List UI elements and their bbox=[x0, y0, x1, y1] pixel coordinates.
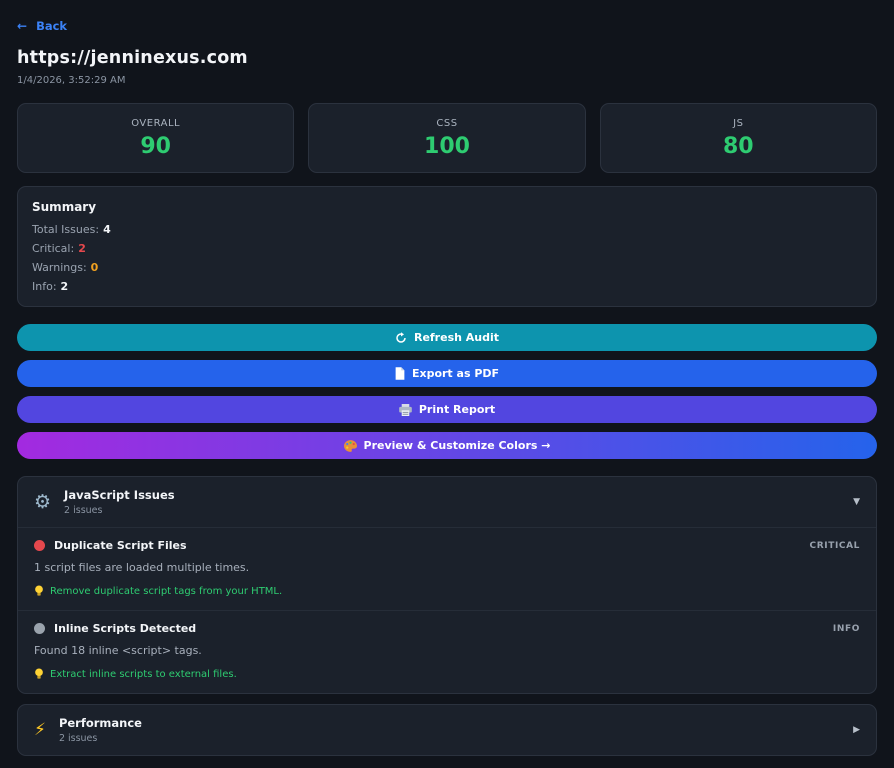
gear-icon: ⚙ bbox=[34, 490, 52, 513]
score-cards: OVERALL 90 CSS 100 JS 80 bbox=[17, 103, 877, 173]
score-value: 80 bbox=[723, 133, 754, 159]
issue-suggestion-text: Remove duplicate script tags from your H… bbox=[50, 585, 283, 597]
issue-title: Inline Scripts Detected bbox=[54, 622, 197, 635]
issue-description: Found 18 inline <script> tags. bbox=[34, 644, 202, 657]
preview-customize-colors-button[interactable]: Preview & Customize Colors → bbox=[17, 432, 877, 459]
summary-value: 0 bbox=[90, 261, 99, 274]
summary-card: Summary Total Issues: 4 Critical: 2 Warnin… bbox=[17, 186, 877, 307]
score-label: JS bbox=[733, 117, 744, 129]
section-title: Performance bbox=[58, 716, 142, 730]
lightning-icon: ⚡ bbox=[34, 719, 46, 740]
summary-value: 4 bbox=[103, 223, 111, 236]
preview-customize-colors-label: Preview & Customize Colors → bbox=[363, 439, 551, 452]
section-title: JavaScript Issues bbox=[64, 488, 175, 502]
audit-timestamp: 1/4/2026, 3:52:29 AM bbox=[17, 75, 126, 86]
summary-label: Critical: bbox=[32, 242, 75, 255]
score-value: 100 bbox=[424, 133, 470, 159]
summary-value: 2 bbox=[78, 242, 86, 255]
score-label: CSS bbox=[436, 117, 458, 129]
printer-icon bbox=[399, 403, 412, 416]
severity-dot-critical bbox=[34, 540, 45, 551]
severity-dot-info bbox=[34, 623, 45, 634]
score-card-js: JS 80 bbox=[599, 103, 877, 173]
section-performance: ⚡ Performance 2 issues ▶ bbox=[17, 704, 877, 756]
action-buttons: Refresh Audit Export as PDF Print Report… bbox=[17, 324, 877, 459]
back-arrow-icon: ← bbox=[17, 19, 28, 33]
section-header-performance[interactable]: ⚡ Performance 2 issues ▶ bbox=[18, 705, 876, 755]
lightbulb-icon bbox=[34, 585, 44, 597]
refresh-audit-label: Refresh Audit bbox=[413, 331, 500, 344]
issue-title: Duplicate Script Files bbox=[54, 539, 187, 552]
summary-label: Warnings: bbox=[32, 261, 87, 274]
issue-suggestion-text: Extract inline scripts to external files… bbox=[50, 668, 237, 680]
back-link[interactable]: ← Back bbox=[17, 19, 67, 33]
lightbulb-icon bbox=[34, 668, 44, 680]
issue-inline-scripts-detected: Inline Scripts Detected INFO Found 18 in… bbox=[18, 610, 876, 693]
summary-row-info: Info: 2 bbox=[32, 280, 862, 293]
export-pdf-button[interactable]: Export as PDF bbox=[17, 360, 877, 387]
print-report-label: Print Report bbox=[418, 403, 496, 416]
section-header-javascript-issues[interactable]: ⚙ JavaScript Issues 2 issues ▼ bbox=[18, 477, 876, 527]
page-title: https://jenninexus.com bbox=[17, 48, 248, 68]
score-value: 90 bbox=[140, 133, 171, 159]
summary-value: 2 bbox=[60, 280, 69, 293]
issue-duplicate-script-files: Duplicate Script Files CRITICAL 1 script… bbox=[18, 527, 876, 610]
summary-label: Info: bbox=[32, 280, 57, 293]
section-issue-count: 2 issues bbox=[58, 733, 98, 744]
issue-description: 1 script files are loaded multiple times… bbox=[34, 561, 250, 574]
chevron-down-icon: ▼ bbox=[853, 497, 860, 507]
back-label: Back bbox=[36, 19, 68, 33]
score-label: OVERALL bbox=[131, 117, 181, 129]
refresh-audit-button[interactable]: Refresh Audit bbox=[17, 324, 877, 351]
severity-badge: CRITICAL bbox=[809, 540, 860, 551]
summary-row-total: Total Issues: 4 bbox=[32, 223, 862, 236]
export-pdf-label: Export as PDF bbox=[411, 367, 500, 380]
section-issue-count: 2 issues bbox=[64, 505, 103, 516]
refresh-icon bbox=[395, 331, 407, 344]
palette-icon bbox=[343, 439, 357, 452]
score-card-overall: OVERALL 90 bbox=[17, 103, 295, 173]
summary-row-critical: Critical: 2 bbox=[32, 242, 862, 255]
summary-row-warnings: Warnings: 0 bbox=[32, 261, 862, 274]
score-card-css: CSS 100 bbox=[308, 103, 586, 173]
section-javascript-issues: ⚙ JavaScript Issues 2 issues ▼ Duplicate… bbox=[17, 476, 877, 694]
print-report-button[interactable]: Print Report bbox=[17, 396, 877, 423]
chevron-right-icon: ▶ bbox=[853, 725, 860, 735]
summary-label: Total Issues: bbox=[32, 223, 100, 236]
summary-title: Summary bbox=[32, 200, 97, 214]
severity-badge: INFO bbox=[832, 623, 860, 634]
document-icon bbox=[395, 367, 405, 380]
